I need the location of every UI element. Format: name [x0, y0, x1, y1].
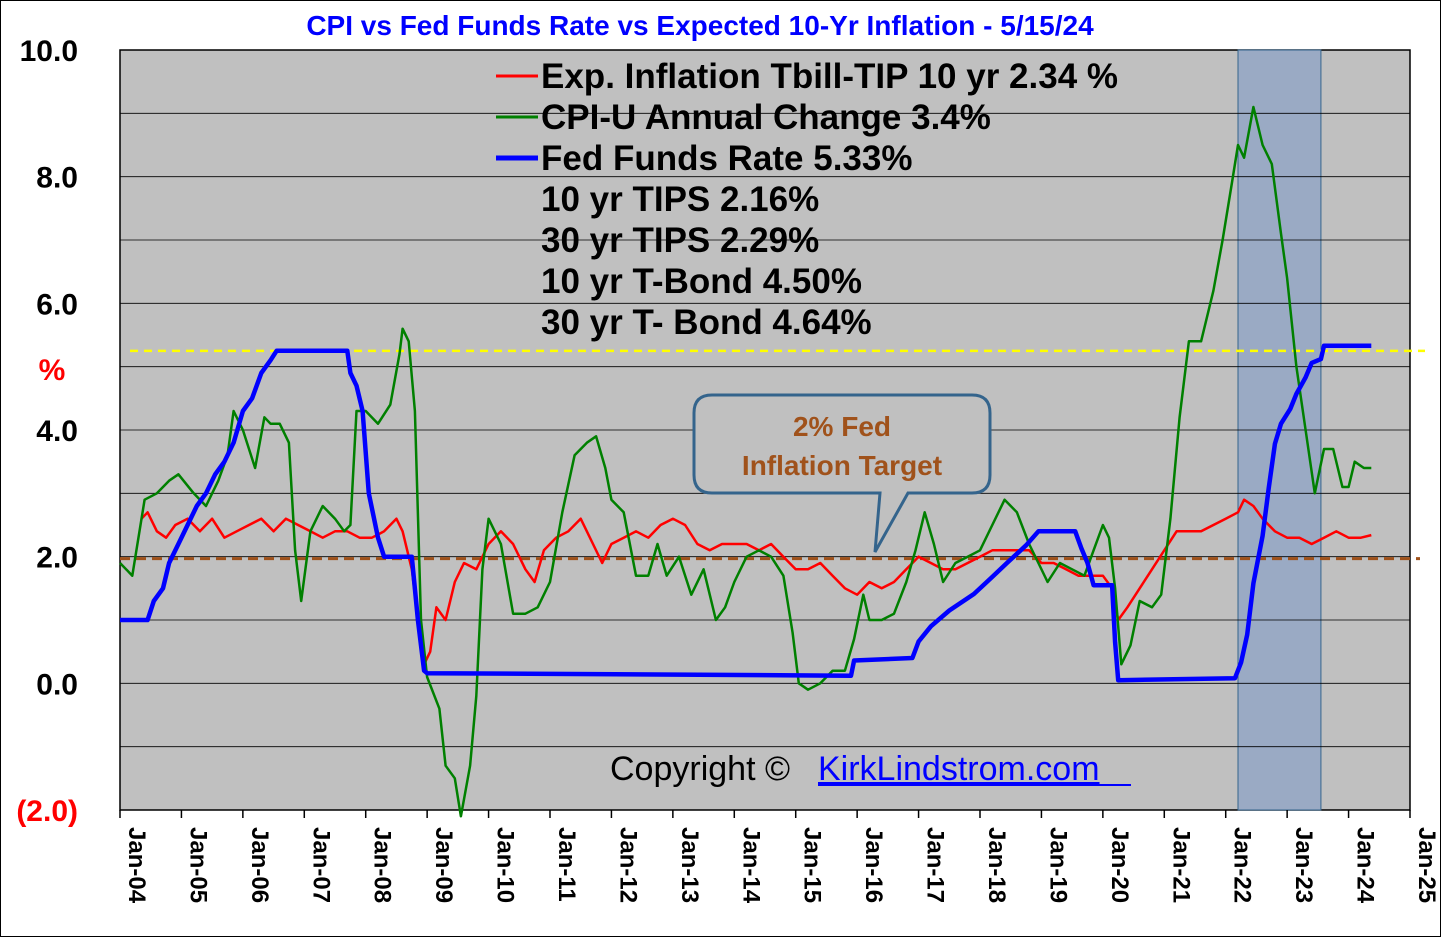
copyright-text: Copyright ©	[610, 750, 790, 788]
copyright-link[interactable]: KirkLindstrom.com	[818, 750, 1100, 788]
y-axis-label: %	[39, 354, 66, 387]
x-tick-label: Jan-12	[614, 827, 641, 903]
x-tick-label: Jan-16	[860, 827, 887, 903]
y-tick-label: 0.0	[36, 668, 78, 701]
legend-entry-3: 10 yr TIPS 2.16%	[541, 180, 819, 219]
legend-entry-5: 10 yr T-Bond 4.50%	[541, 262, 862, 301]
x-tick-label: Jan-18	[983, 827, 1010, 903]
x-tick-label: Jan-14	[737, 827, 764, 904]
x-tick-label: Jan-24	[1352, 827, 1379, 904]
legend-entry-2: Fed Funds Rate 5.33%	[541, 139, 912, 178]
callout: 2% Fed Inflation Target	[692, 393, 992, 553]
x-tick-label: Jan-09	[430, 827, 457, 903]
callout-box	[692, 393, 992, 553]
legend: Exp. Inflation Tbill-TIP 10 yr 2.34 %CPI…	[496, 57, 1118, 342]
y-axis: 10.0 8.0 6.0 4.0 2.0 0.0 (2.0)	[16, 35, 78, 828]
x-tick-label: Jan-06	[246, 827, 273, 903]
series-line-1	[119, 105, 1372, 818]
legend-entry-1: CPI-U Annual Change 3.4%	[541, 98, 991, 137]
x-axis: Jan-04 Jan-05 Jan-06 Jan-07 Jan-08 Jan-09 Jan-…	[119, 810, 1440, 904]
x-tick-label: Jan-04	[123, 827, 150, 904]
x-tick-label: Jan-13	[676, 827, 703, 903]
x-tick-label: Jan-05	[184, 827, 211, 903]
y-tick-label: 4.0	[36, 415, 78, 448]
x-tick-label: Jan-22	[1229, 827, 1256, 903]
x-tick-label: Jan-25	[1413, 827, 1440, 903]
legend-entry-4: 30 yr TIPS 2.29%	[541, 221, 819, 260]
series-line-2	[120, 343, 1372, 683]
x-tick-label: Jan-19	[1044, 827, 1071, 903]
x-tick-label: Jan-17	[922, 827, 949, 903]
chart-title: CPI vs Fed Funds Rate vs Expected 10-Yr …	[306, 10, 1094, 41]
x-tick-label: Jan-20	[1106, 827, 1133, 903]
x-tick-label: Jan-08	[369, 827, 396, 903]
x-tick-label: Jan-21	[1167, 827, 1194, 903]
callout-line-2: Inflation Target	[742, 450, 942, 481]
y-tick-label: 8.0	[36, 162, 78, 195]
x-tick-label: Jan-11	[553, 827, 580, 902]
legend-entry-0: Exp. Inflation Tbill-TIP 10 yr 2.34 %	[541, 57, 1118, 96]
y-tick-label: 2.0	[36, 542, 78, 575]
series-layer	[119, 105, 1372, 818]
x-tick-label: Jan-23	[1290, 827, 1317, 903]
y-tick-label: 10.0	[20, 35, 78, 68]
x-tick-label: Jan-07	[307, 827, 334, 903]
y-tick-label: 6.0	[36, 288, 78, 321]
callout-line-1: 2% Fed	[793, 411, 891, 442]
x-tick-label: Jan-10	[492, 827, 519, 903]
legend-entry-6: 30 yr T- Bond 4.64%	[541, 303, 872, 342]
series-line-0	[140, 498, 1372, 666]
y-tick-label: (2.0)	[16, 795, 78, 828]
x-tick-label: Jan-15	[799, 827, 826, 903]
